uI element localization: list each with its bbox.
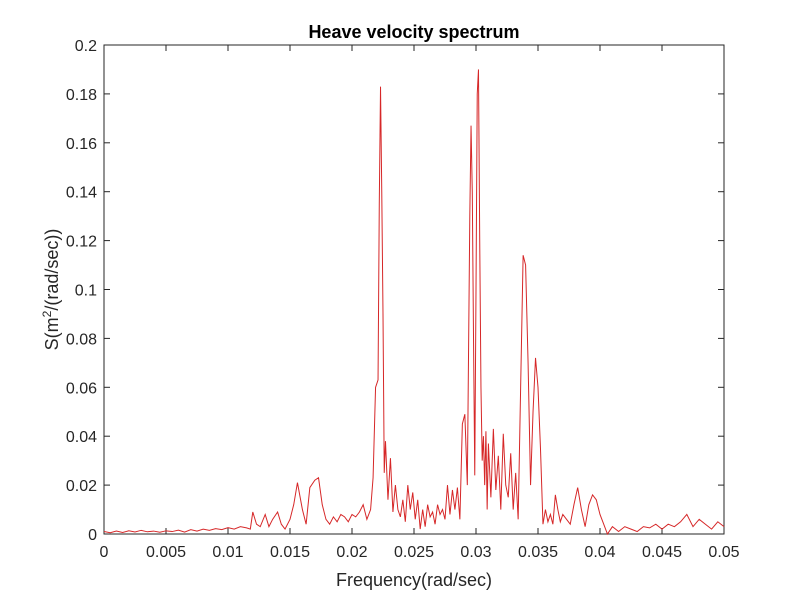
x-tick-label: 0.015 — [270, 544, 310, 561]
y-tick-label: 0.08 — [66, 331, 97, 348]
y-axis-label-superscript: 2 — [40, 310, 54, 317]
x-tick-label: 0.03 — [460, 544, 491, 561]
y-axis-label: S(m2/(rad/sec)) — [40, 229, 62, 351]
y-tick-label: 0.16 — [66, 136, 97, 153]
y-tick-label: 0.18 — [66, 87, 97, 104]
x-tick-label: 0.01 — [212, 544, 243, 561]
x-tick-label: 0.035 — [518, 544, 558, 561]
y-tick-labels: 0 0.02 0.04 0.06 0.08 0.1 0.12 0.14 0.16 0.18 0.2 — [66, 38, 97, 544]
y-axis-label-suffix: /(rad/sec)) — [42, 229, 62, 311]
y-tick-label: 0.14 — [66, 185, 97, 202]
x-tick-label: 0.05 — [708, 544, 739, 561]
y-tick-label: 0.12 — [66, 234, 97, 251]
y-tick-label: 0.1 — [75, 283, 97, 300]
y-axis-label-prefix: S(m — [42, 317, 62, 350]
x-axis-label: Frequency(rad/sec) — [336, 570, 492, 590]
axis-ticks — [103, 44, 725, 535]
x-tick-label: 0.025 — [394, 544, 434, 561]
x-tick-label: 0.04 — [584, 544, 615, 561]
x-tick-label: 0.045 — [642, 544, 682, 561]
x-tick-label: 0.005 — [146, 544, 186, 561]
series-line — [103, 69, 725, 536]
y-tick-label: 0.06 — [66, 380, 97, 397]
x-tick-label: 0.02 — [336, 544, 367, 561]
chart-title: Heave velocity spectrum — [308, 22, 519, 42]
y-tick-label: 0 — [88, 527, 97, 544]
y-tick-label: 0.02 — [66, 478, 97, 495]
plot-area — [103, 44, 725, 535]
x-tick-labels: 0 0.005 0.01 0.015 0.02 0.025 0.03 0.035 0.04 0.0… — [100, 544, 740, 561]
y-tick-label: 0.04 — [66, 429, 97, 446]
x-tick-label: 0 — [100, 544, 109, 561]
y-tick-label: 0.2 — [75, 38, 97, 55]
